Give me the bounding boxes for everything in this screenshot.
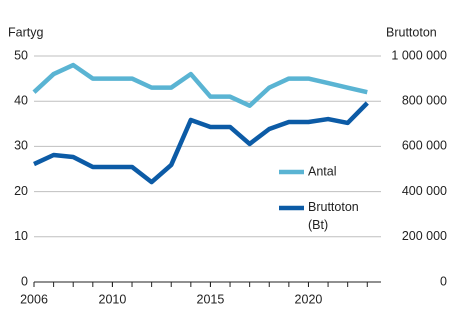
y2-tick-label: 600 000 [402, 139, 447, 153]
y2-tick-label: 800 000 [402, 93, 447, 107]
x-tick-label: 2020 [295, 292, 323, 306]
legend-label: Bruttoton (Bt) [308, 200, 359, 232]
y2-tick-label: 200 000 [402, 229, 447, 243]
x-tick-label: 2006 [20, 292, 48, 306]
y2-axis-title: Bruttoton [386, 25, 437, 39]
series-line [32, 62, 368, 108]
y-tick-label: 50 [14, 48, 28, 62]
y-tick-label: 20 [14, 184, 28, 198]
x-tick-label: 2010 [99, 292, 127, 306]
y2-tick-label: 1 000 000 [391, 48, 447, 62]
y2-tick-label: 0 [440, 274, 447, 288]
x-tick-label: 2015 [197, 292, 225, 306]
y-tick-label: 30 [14, 139, 28, 153]
y-axis-title: Fartyg [8, 25, 43, 39]
legend-label: Antal [308, 164, 337, 178]
y-tick-label: 40 [14, 93, 28, 107]
series-line [33, 101, 369, 185]
y-tick-label: 10 [14, 229, 28, 243]
y-tick-label: 0 [21, 274, 28, 288]
y2-tick-label: 400 000 [402, 184, 447, 198]
